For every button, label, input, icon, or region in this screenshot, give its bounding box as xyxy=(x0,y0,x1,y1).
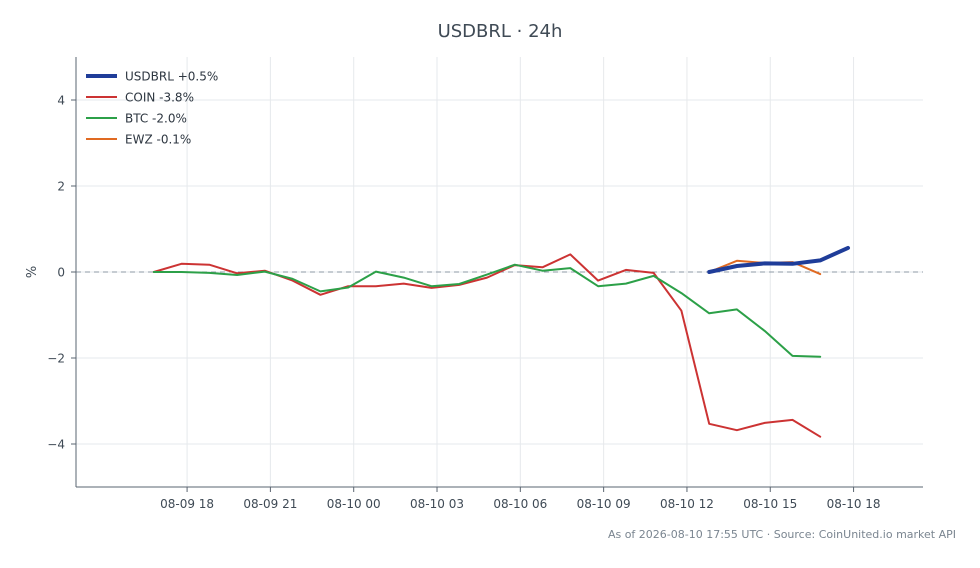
y-tick-label: 0 xyxy=(57,266,65,280)
legend: USDBRL +0.5% COIN -3.8% BTC -2.0% EWZ -0.1% xyxy=(86,70,218,147)
series-lines xyxy=(152,245,850,438)
series-line-btc xyxy=(152,263,822,358)
x-tick-label: 08-10 18 xyxy=(827,497,881,511)
series-line-coin xyxy=(152,253,822,438)
y-tick-label: 2 xyxy=(57,180,65,194)
source-annotation: As of 2026-08-10 17:55 UTC · Source: Coi… xyxy=(608,528,956,541)
legend-label: USDBRL +0.5% xyxy=(125,70,218,84)
chart-title: USDBRL · 24h xyxy=(438,21,563,42)
y-tick-label: −2 xyxy=(47,352,65,366)
y-axis-label: % xyxy=(25,266,40,278)
x-tick-label: 08-10 12 xyxy=(660,497,714,511)
x-tick-label: 08-10 06 xyxy=(493,497,547,511)
y-ticks: 4 2 0 −2 −4 xyxy=(47,94,76,452)
x-tick-label: 08-09 18 xyxy=(160,497,214,511)
grid-lines xyxy=(76,57,923,487)
y-tick-label: 4 xyxy=(57,94,65,108)
x-tick-label: 08-10 00 xyxy=(327,497,381,511)
x-ticks: 08-09 18 08-09 21 08-10 00 08-10 03 08-10 06… xyxy=(160,487,881,511)
legend-label: COIN -3.8% xyxy=(125,91,194,105)
legend-label: EWZ -0.1% xyxy=(125,133,191,147)
series-line-usdbrl xyxy=(707,245,850,274)
legend-label: BTC -2.0% xyxy=(125,112,187,126)
x-tick-label: 08-10 15 xyxy=(743,497,797,511)
x-tick-label: 08-09 21 xyxy=(243,497,297,511)
x-tick-label: 08-10 09 xyxy=(577,497,631,511)
y-tick-label: −4 xyxy=(47,438,65,452)
x-tick-label: 08-10 03 xyxy=(410,497,464,511)
